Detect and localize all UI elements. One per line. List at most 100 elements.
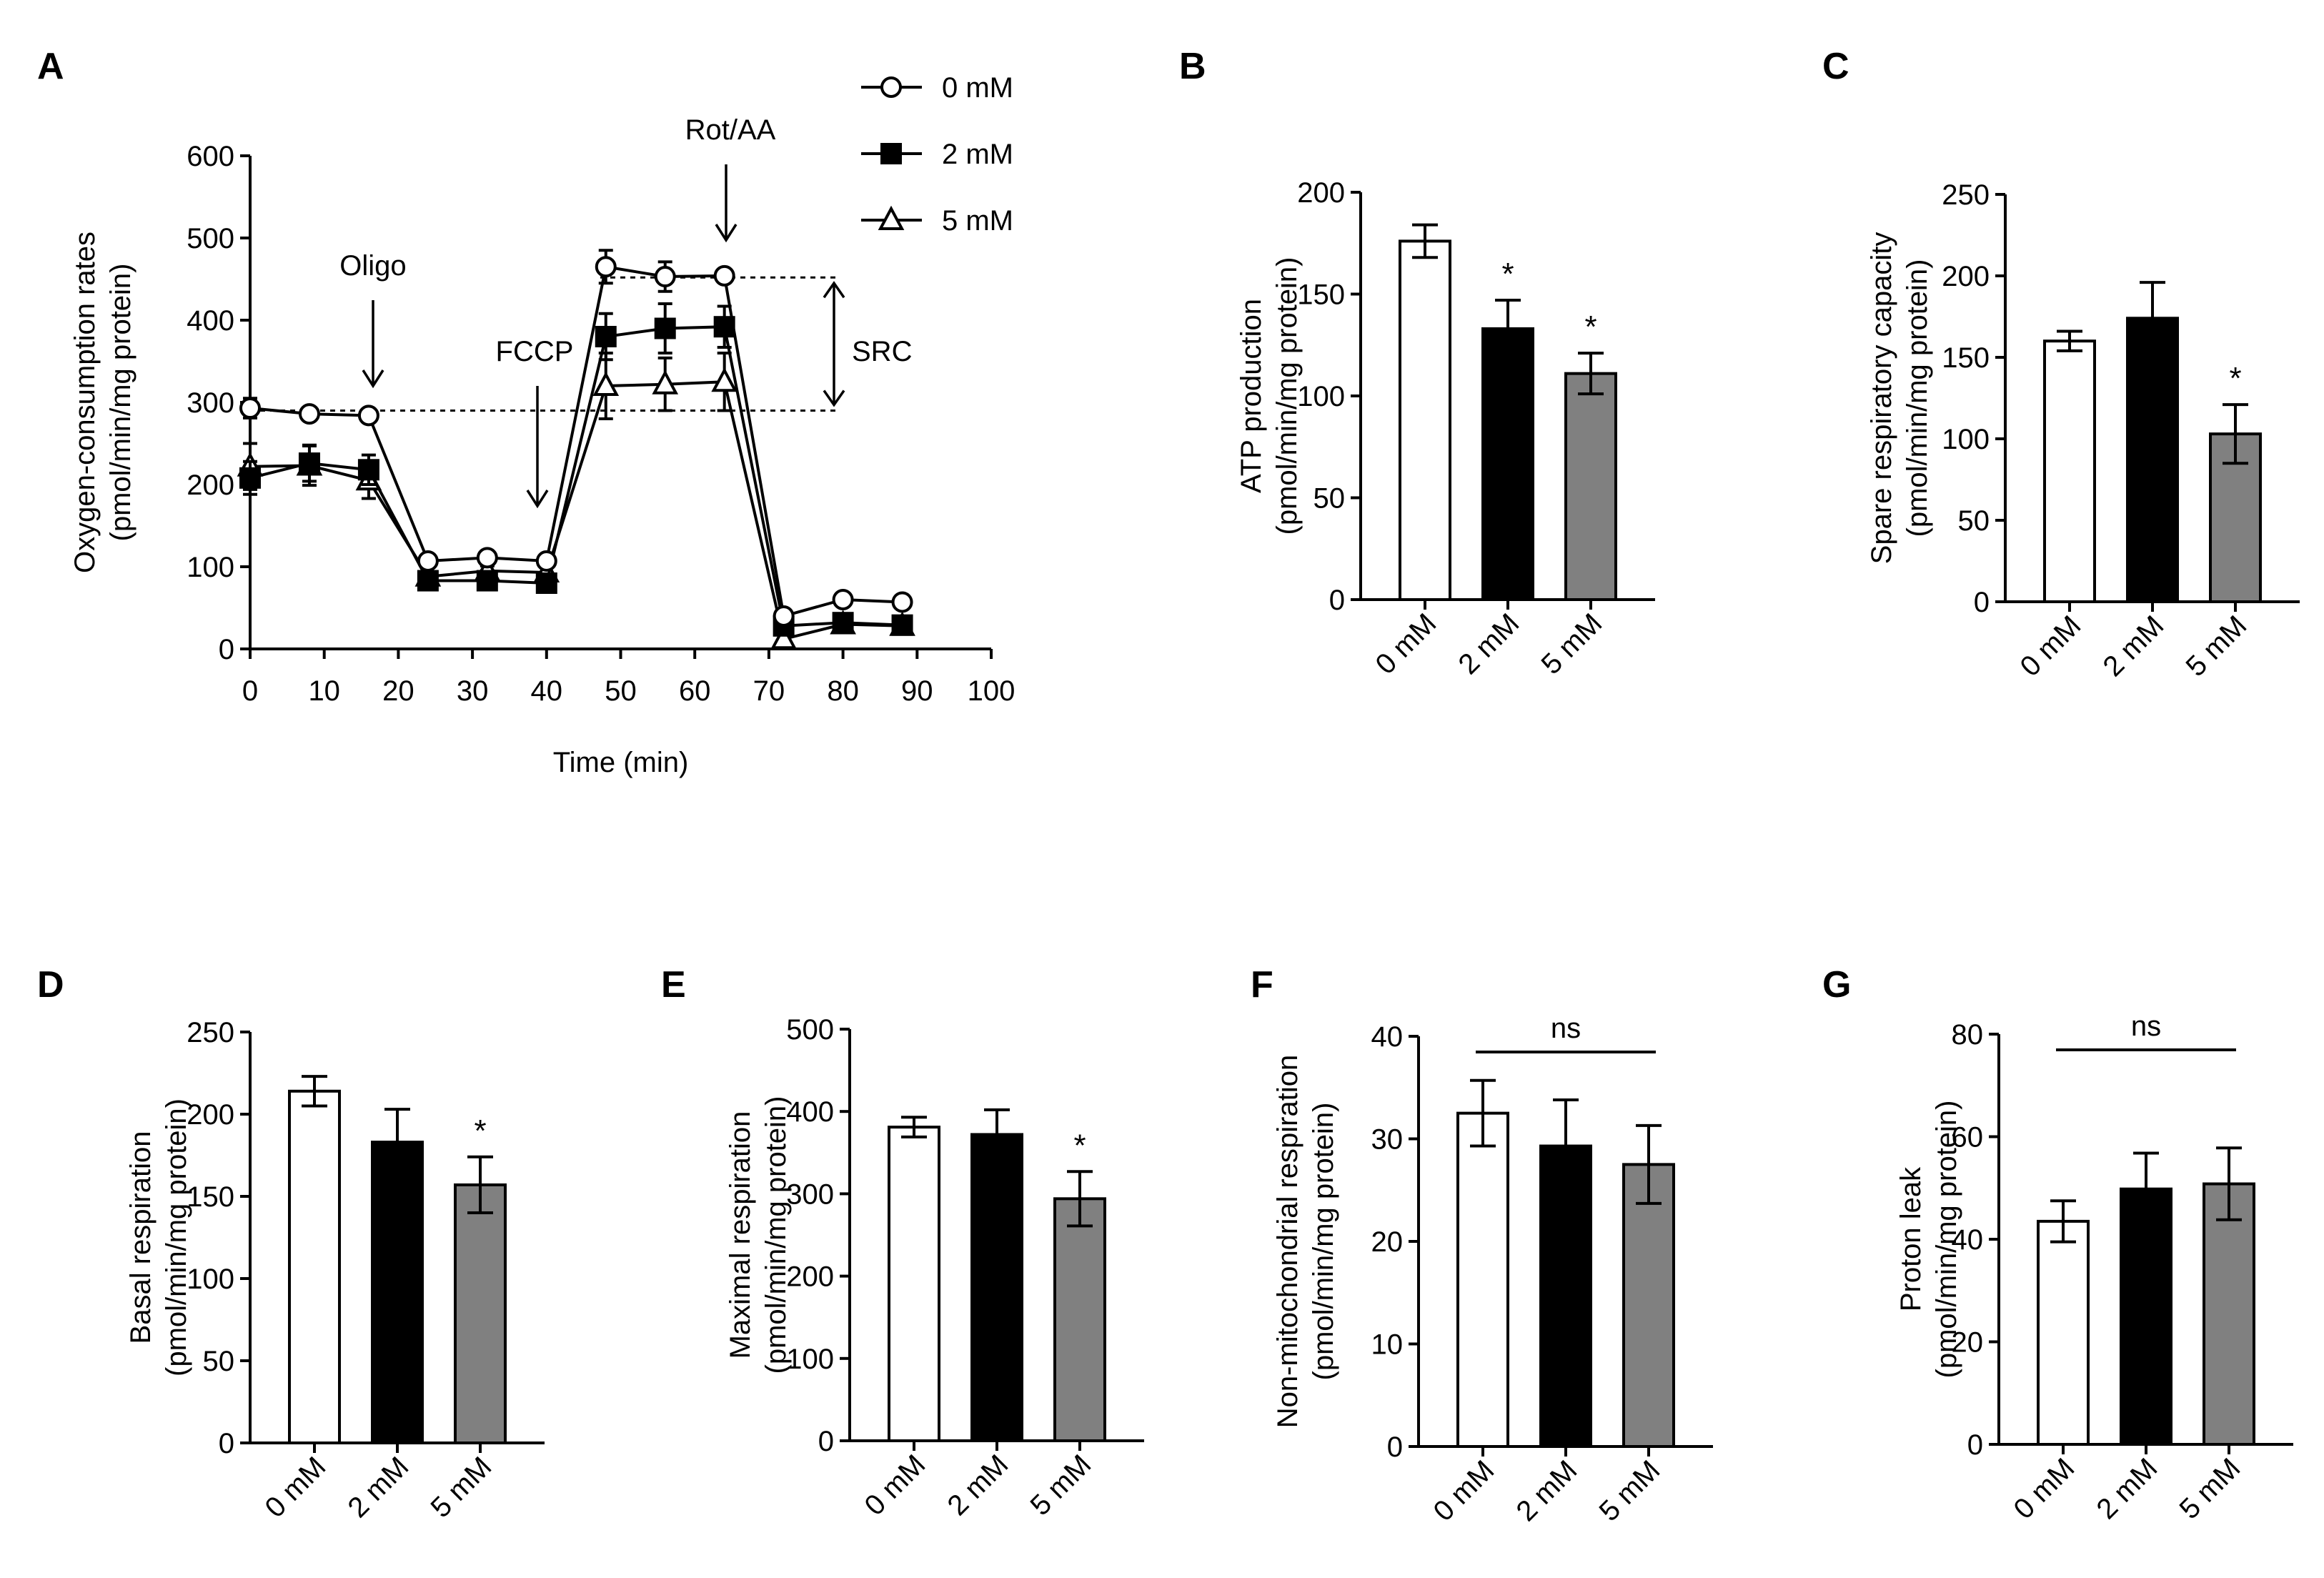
panel-f-y-axis-title-line: Non-mitochondrial respiration [1272, 1055, 1303, 1428]
panel-c-x-tick-label: 0 mM [2015, 610, 2087, 683]
panel-g-label: G [1822, 964, 1851, 1006]
panel-c: C 0 50 100 150 200 250 Spare respiratory capaci… [1822, 46, 2300, 683]
panel-d-label: D [37, 964, 64, 1006]
panel-b-y-tick-label: 150 [1297, 279, 1345, 311]
legend-entry-label: 2 mM [942, 139, 1013, 170]
panel-a-series-0mm-marker [891, 591, 913, 613]
legend-marker [880, 143, 902, 164]
panel-d-y-tick-label: 100 [187, 1264, 234, 1295]
panel-a-x-tick-label: 90 [901, 675, 933, 707]
panel-b-bar-0mm [1399, 239, 1451, 601]
panel-g-bar-0mm [2037, 1219, 2090, 1446]
panel-a-series-5mm-marker [652, 369, 679, 394]
panel-e-y-tick-label: 200 [786, 1261, 834, 1293]
panel-a-series-5mm-marker [711, 367, 738, 392]
panel-e-label: E [661, 964, 686, 1006]
panel-b-y-tick-label: 50 [1314, 483, 1346, 515]
panel-a-series-0mm-marker [595, 256, 617, 278]
panel-a: A 0 100 200 300 400 500 600 0 10 20 30 40 50 60 70 80 90 1… [37, 46, 1015, 778]
panel-c-y-tick-label: 200 [1942, 261, 1990, 292]
panel-a-injection-label: Rot/AA [685, 114, 776, 146]
panel-f-y-tick-label: 30 [1371, 1124, 1404, 1156]
panel-c-y-axis-title-line: (pmol/min/mg protein) [1902, 259, 1933, 537]
panel-a-series-2mm-marker [239, 467, 261, 489]
panel-c-y-axis-title-line: Spare respiratory capacity [1866, 232, 1897, 565]
panel-a-injection-arrowhead [526, 490, 549, 509]
panel-f-label: F [1251, 964, 1273, 1006]
panel-e-y-axis-title-line: (pmol/min/mg protein) [760, 1096, 792, 1374]
legend-entry-label: 0 mM [942, 72, 1013, 104]
panel-d-bar-2mm [371, 1141, 424, 1444]
panel-a-x-tick-label: 100 [968, 675, 1015, 707]
panel-b-bar-5mm [1564, 372, 1617, 602]
panel-c-y-tick-label: 0 [1974, 587, 1990, 618]
panel-a-series-0mm-marker [476, 547, 498, 569]
panel-a-series-0mm-marker [357, 405, 379, 427]
panel-a-injection-arrowhead [715, 224, 738, 243]
panel-g-bar-2mm [2120, 1187, 2172, 1446]
panel-d-significance-star: * [474, 1113, 486, 1148]
panel-e-y-tick-label: 300 [786, 1178, 834, 1210]
panel-a-x-tick-label: 80 [827, 675, 859, 707]
panel-g-y-axis-title-line: (pmol/min/mg protein) [1931, 1100, 1962, 1378]
panel-b-y-axis-title-line: ATP production [1236, 299, 1267, 493]
panel-a-series-5mm-marker [770, 624, 797, 650]
panel-a-legend: 0 mM 2 mM 5 mM [861, 72, 1013, 237]
panel-f-y-tick-label: 40 [1371, 1021, 1404, 1053]
panel-e-bar-5mm [1053, 1197, 1106, 1442]
panel-f-y-tick-label: 20 [1371, 1226, 1404, 1258]
panel-a-injection-label: FCCP [496, 336, 574, 367]
panel-c-x-tick-label: 5 mM [2180, 610, 2253, 683]
panel-g-x-tick-label: 2 mM [2091, 1452, 2164, 1525]
panel-f-bar-0mm [1456, 1111, 1509, 1448]
panel-a-series-2mm-marker [357, 459, 379, 481]
panel-f: F 0 10 20 30 40 Non-mitochondrial respiration(… [1251, 964, 1713, 1527]
panel-b-y-axis-title-line: (pmol/min/mg protein) [1271, 257, 1303, 535]
panel-g-ns-label: ns [2131, 1011, 2161, 1042]
panel-e-bar-2mm [970, 1133, 1023, 1443]
panel-e: E 0 100 200 300 400 500 Maximal respiration (pmo… [661, 964, 1144, 1522]
panel-e-y-tick-label: 500 [786, 1014, 834, 1046]
panel-e-y-tick-label: 400 [786, 1096, 834, 1128]
panel-a-y-tick-label: 400 [187, 305, 234, 337]
panel-e-x-tick-label: 5 mM [1025, 1449, 1098, 1522]
panel-a-y-tick-label: 100 [187, 552, 234, 583]
panel-a-series-2mm-marker [298, 452, 320, 475]
panel-a-x-tick-label: 20 [382, 675, 414, 707]
panel-b-x-tick-label: 0 mM [1370, 607, 1443, 680]
panel-a-series-0mm-marker [654, 266, 676, 288]
panel-d-y-tick-label: 50 [203, 1346, 235, 1377]
panel-b-significance-star: * [1501, 257, 1514, 292]
panel-a-x-tick-label: 30 [457, 675, 489, 707]
panel-g-x-tick-label: 5 mM [2174, 1452, 2247, 1525]
panel-a-injection-arrowhead [362, 369, 384, 389]
panel-c-bar-0mm [2043, 339, 2096, 603]
panel-g-y-tick-label: 0 [1967, 1429, 1983, 1461]
panel-f-x-tick-label: 0 mM [1428, 1454, 1501, 1527]
panel-f-y-axis-title: Non-mitochondrial respiration (pmol/min/m… [1272, 1055, 1339, 1428]
panel-e-bar-0mm [888, 1126, 940, 1442]
panel-g-y-tick-label: 80 [1952, 1019, 1984, 1051]
panel-a-y-tick-label: 0 [219, 634, 234, 665]
panel-a-y-tick-label: 500 [187, 223, 234, 254]
panel-a-series-5mm [237, 352, 915, 650]
panel-d-x-tick-label: 5 mM [425, 1451, 498, 1524]
panel-a-series-2mm-marker [654, 317, 676, 339]
panel-a-series-0mm-marker [417, 550, 439, 572]
panel-b-significance-star: * [1584, 309, 1596, 344]
panel-g-y-tick-label: 60 [1952, 1122, 1984, 1153]
panel-f-y-tick-label: 10 [1371, 1329, 1404, 1361]
panel-d-x-tick-label: 2 mM [342, 1451, 415, 1524]
panel-d-bar-5mm [454, 1183, 507, 1445]
panel-b-y-tick-label: 0 [1329, 585, 1345, 616]
panel-d-y-tick-label: 250 [187, 1017, 234, 1048]
legend-marker [878, 205, 905, 230]
panel-a-src-arrowhead-up [823, 281, 845, 299]
panel-d-y-axis-title-line: Basal respiration [125, 1131, 157, 1344]
panel-c-y-tick-label: 250 [1942, 179, 1990, 211]
panel-b-label: B [1179, 46, 1206, 87]
panel-d-x-tick-label: 0 mM [259, 1451, 332, 1524]
panel-a-series-2mm-marker [891, 614, 913, 636]
panel-b-bar-2mm [1481, 327, 1534, 601]
